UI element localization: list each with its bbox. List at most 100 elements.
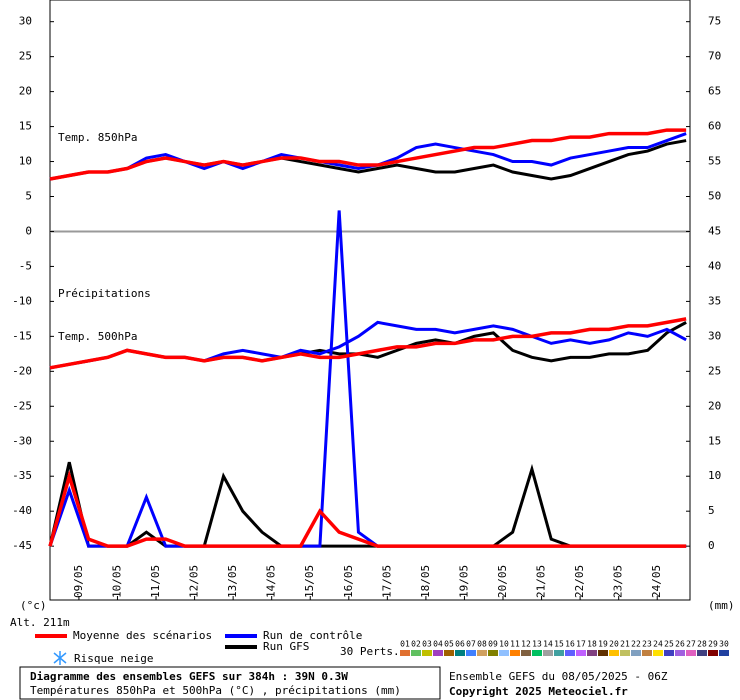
pert-swatch [598,650,608,656]
pert-label: 30 [719,640,729,649]
pert-label: 04 [433,640,443,649]
pert-label: 06 [455,640,465,649]
pert-swatch [587,650,597,656]
x-tick-label: 11/05 [149,565,162,598]
x-tick-label: 10/05 [110,565,123,598]
y-tick-label: -15 [12,329,32,342]
pert-label: 02 [411,640,421,649]
pert-swatch [543,650,553,656]
y2-tick-label: 20 [708,399,721,412]
pert-label: 19 [598,640,608,649]
pert-swatch [653,650,663,656]
pert-swatch [708,650,718,656]
pert-label: 03 [422,640,432,649]
run-info: Ensemble GEFS du 08/05/2025 - 06Z [449,670,668,683]
y2-tick-label: 45 [708,224,721,237]
pert-swatch [510,650,520,656]
y-tick-label: -30 [12,434,32,447]
x-tick-label: 14/05 [265,565,278,598]
pert-swatch [565,650,575,656]
y2-axis-label: (mm) [708,599,735,612]
pert-label: 26 [675,640,685,649]
pert-swatch [675,650,685,656]
pert-swatch [664,650,674,656]
pert-swatch [609,650,619,656]
y2-tick-label: 25 [708,364,721,377]
pert-label: 12 [521,640,531,649]
pert-swatch [466,650,476,656]
series-line [49,128,687,181]
y-tick-label: -35 [12,469,32,482]
pert-swatch [576,650,586,656]
pert-label: 13 [532,640,542,649]
x-tick-label: 21/05 [535,565,548,598]
x-tick-label: 12/05 [188,565,201,598]
altitude: Alt. 211m [10,616,70,629]
pert-label: 17 [576,640,586,649]
pert-swatch [532,650,542,656]
y-tick-label: 5 [25,190,32,203]
y2-tick-label: 70 [708,50,721,63]
pert-swatch [642,650,652,656]
y-tick-label: 0 [25,224,32,237]
plot-frame [49,0,691,601]
pert-label: 23 [642,640,652,649]
legend-label: Moyenne des scénarios [73,629,212,642]
y-tick-label: -10 [12,294,32,307]
pert-swatch [455,650,465,656]
y2-tick-label: 40 [708,259,721,272]
pert-label: 16 [565,640,575,649]
pert-label: 29 [708,640,718,649]
y2-tick-label: 0 [708,539,715,552]
annotation: Précipitations [58,287,151,300]
y2-tick-label: 35 [708,294,721,307]
x-tick-label: 23/05 [612,565,625,598]
y2-tick-label: 50 [708,190,721,203]
copyright: Copyright 2025 Meteociel.fr [449,685,628,698]
y2-tick-label: 75 [708,15,721,28]
pert-swatch [620,650,630,656]
pert-label: 08 [477,640,487,649]
pert-label: 27 [686,640,696,649]
series-line [48,469,687,548]
y-tick-label: -40 [12,504,32,517]
y2-tick-label: 15 [708,434,721,447]
pert-label: 10 [499,640,509,649]
pert-label: 28 [697,640,707,649]
y2-tick-label: 60 [708,120,721,133]
pert-swatch [400,650,410,656]
pert-swatch [488,650,498,656]
x-tick-label: 09/05 [72,565,85,598]
pert-swatch [422,650,432,656]
y2-tick-label: 65 [708,85,721,98]
footer-title: Diagramme des ensembles GEFS sur 384h : … [30,670,348,683]
pert-label: 15 [554,640,564,649]
pert-label: 01 [400,640,410,649]
pert-label: 24 [653,640,663,649]
y-tick-label: 30 [19,15,32,28]
y-tick-label: 10 [19,155,32,168]
y-tick-label: 15 [19,120,32,133]
y2-tick-label: 30 [708,329,721,342]
pert-label: 20 [609,640,619,649]
annotation: Temp. 850hPa [58,131,137,144]
y2-tick-label: 10 [708,469,721,482]
pert-label: 07 [466,640,476,649]
pert-swatch [631,650,641,656]
x-tick-label: 22/05 [573,565,586,598]
pert-swatch [719,650,729,656]
y2-tick-label: 5 [708,504,715,517]
x-tick-label: 17/05 [380,565,393,598]
legend-label: Run de contrôle [263,629,362,642]
pert-label: 21 [620,640,630,649]
footer-subtitle: Températures 850hPa et 500hPa (°C) , pré… [30,684,401,697]
x-tick-label: 18/05 [419,565,432,598]
pert-swatch [411,650,421,656]
footer-box [19,666,441,700]
x-tick-label: 13/05 [226,565,239,598]
pert-swatch [433,650,443,656]
pert-swatch [477,650,487,656]
pert-swatch [521,650,531,656]
y-tick-label: -25 [12,399,32,412]
